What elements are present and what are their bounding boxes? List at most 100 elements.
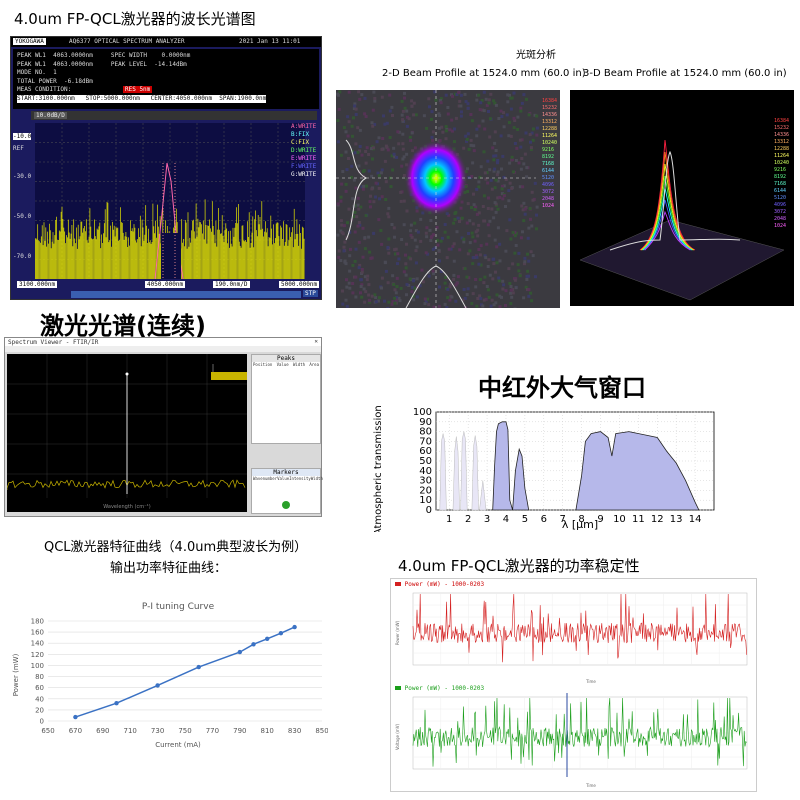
- pi-point: [114, 701, 119, 706]
- pi-xtick: 690: [96, 727, 109, 735]
- cw-ok-icon[interactable]: [282, 501, 290, 509]
- beam2d-pixel: [345, 285, 349, 289]
- beam-2d-title: 2-D Beam Profile at 1524.0 mm (60.0 in): [382, 68, 586, 79]
- pi-xtick: 850: [315, 727, 328, 735]
- osa-info-row: MEAS CONDITION:: [17, 86, 75, 93]
- pi-ytick: 140: [31, 640, 44, 648]
- osa-softkeys[interactable]: [71, 291, 301, 298]
- beam2d-pixel: [524, 206, 528, 209]
- beam2d-pixel: [461, 298, 465, 302]
- beam2d-pixel: [522, 93, 526, 97]
- beam2d-pixel: [372, 90, 376, 94]
- cw-col-header[interactable]: Width: [292, 362, 306, 367]
- beam2d-pixel: [401, 109, 405, 113]
- beam2d-pixel: [529, 291, 533, 295]
- beam2d-pixel: [441, 130, 445, 134]
- beam2d-pixel: [339, 195, 343, 199]
- osa-trace-label[interactable]: A:WRITE: [291, 123, 317, 130]
- beam2d-scale-label: 3072: [542, 189, 554, 195]
- beam2d-pixel: [456, 216, 460, 220]
- beam2d-pixel: [428, 228, 432, 232]
- beam2d-pixel: [402, 223, 406, 227]
- atm-xtick: 1: [446, 514, 452, 525]
- cw-titlebar: Spectrum Viewer - FTIR/IR ✕: [5, 338, 321, 346]
- beam2d-pixel: [362, 169, 366, 172]
- beam2d-pixel: [453, 92, 457, 96]
- beam2d-pixel: [509, 107, 513, 111]
- cw-marker-col[interactable]: Intensity: [289, 476, 311, 481]
- beam2d-pixel: [370, 174, 374, 178]
- beam2d-pixel: [494, 270, 497, 274]
- osa-stop-button[interactable]: STP: [303, 290, 318, 297]
- beam2d-pixel: [359, 285, 363, 288]
- beam2d-pixel: [380, 95, 384, 99]
- cw-trace: [7, 479, 246, 490]
- beam2d-pixel: [526, 252, 529, 256]
- beam2d-pixel: [351, 263, 355, 267]
- beam2d-scale-label: 9216: [542, 147, 554, 153]
- beam2d-pixel: [418, 284, 422, 288]
- cw-close-icon[interactable]: ✕: [314, 338, 318, 345]
- beam2d-pixel: [521, 230, 524, 234]
- stab-bottom-legend: Power (mW) - 1000-0203: [395, 685, 484, 692]
- beam2d-pixel: [522, 296, 526, 300]
- beam2d-pixel: [514, 286, 518, 290]
- beam2d-pixel: [364, 290, 368, 294]
- cw-col-header[interactable]: Value: [276, 362, 289, 367]
- beam2d-pixel: [506, 100, 510, 104]
- osa-trace-label[interactable]: D:WRITE: [291, 147, 317, 154]
- beam2d-pixel: [359, 205, 363, 209]
- beam2d-pixel: [360, 153, 364, 157]
- qcl-curve-subtitle: 输出功率特征曲线：: [110, 561, 228, 576]
- qcl-curve-title: QCL激光器特征曲线（4.0um典型波长为例）: [44, 540, 308, 555]
- beam2d-pixel: [525, 278, 529, 281]
- beam2d-pixel: [529, 217, 532, 221]
- atm-xlabel: λ [μm]: [562, 518, 598, 531]
- beam2d-pixel: [500, 187, 504, 191]
- beam2d-pixel: [513, 142, 517, 145]
- osa-sidebar: A:WRITE B:FIX C:FIX D:WRITE E:WRITE F:WRITE G:…: [291, 123, 319, 283]
- beam2d-pixel: [341, 302, 345, 306]
- cw-col-header[interactable]: Position: [253, 362, 273, 367]
- atm-nir-band: [471, 435, 479, 511]
- beam2d-pixel: [393, 252, 397, 256]
- osa-ref: REF: [13, 145, 24, 152]
- beam2d-pixel: [432, 272, 436, 276]
- beam2d-pixel: [352, 178, 356, 182]
- cw-marker-col[interactable]: Wavenumber: [253, 476, 278, 481]
- beam2d-pixel: [350, 164, 354, 168]
- beam2d-pixel: [350, 124, 354, 128]
- beam2d-pixel: [419, 239, 423, 243]
- beam2d-pixel: [390, 302, 394, 306]
- beam2d-pixel: [533, 181, 537, 185]
- osa-trace-label[interactable]: F:WRITE: [291, 163, 317, 170]
- beam2d-pixel: [391, 300, 395, 304]
- beam2d-pixel: [505, 113, 509, 117]
- beam2d-pixel: [494, 149, 498, 152]
- cw-menubar[interactable]: [5, 346, 321, 352]
- beam2d-pixel: [483, 171, 487, 175]
- beam2d-pixel: [346, 134, 350, 138]
- beam2d-pixel: [477, 93, 481, 97]
- beam2d-pixel: [347, 120, 351, 124]
- osa-trace-label[interactable]: E:WRITE: [291, 155, 317, 162]
- beam2d-pixel: [528, 207, 532, 210]
- cw-marker-col[interactable]: Width: [310, 476, 323, 481]
- beam2d-pixel: [510, 158, 514, 162]
- osa-trace-label[interactable]: C:FIX: [291, 139, 310, 146]
- beam2d-pixel: [521, 208, 525, 212]
- osa-trace-label[interactable]: G:WRITE: [291, 171, 317, 178]
- beam2d-pixel: [471, 161, 475, 165]
- beam2d-pixel: [413, 221, 417, 225]
- beam2d-pixel: [452, 273, 456, 277]
- beam2d-pixel: [492, 303, 496, 307]
- beam2d-pixel: [353, 210, 357, 214]
- atm-ytick: 90: [419, 417, 432, 428]
- cw-marker-col[interactable]: Value: [277, 476, 290, 481]
- beam2d-pixel: [410, 99, 414, 103]
- osa-trace-label[interactable]: B:FIX: [291, 131, 310, 138]
- stab-trace: [412, 697, 747, 767]
- beam2d-pixel: [400, 164, 404, 168]
- cw-col-header[interactable]: Area: [309, 362, 319, 367]
